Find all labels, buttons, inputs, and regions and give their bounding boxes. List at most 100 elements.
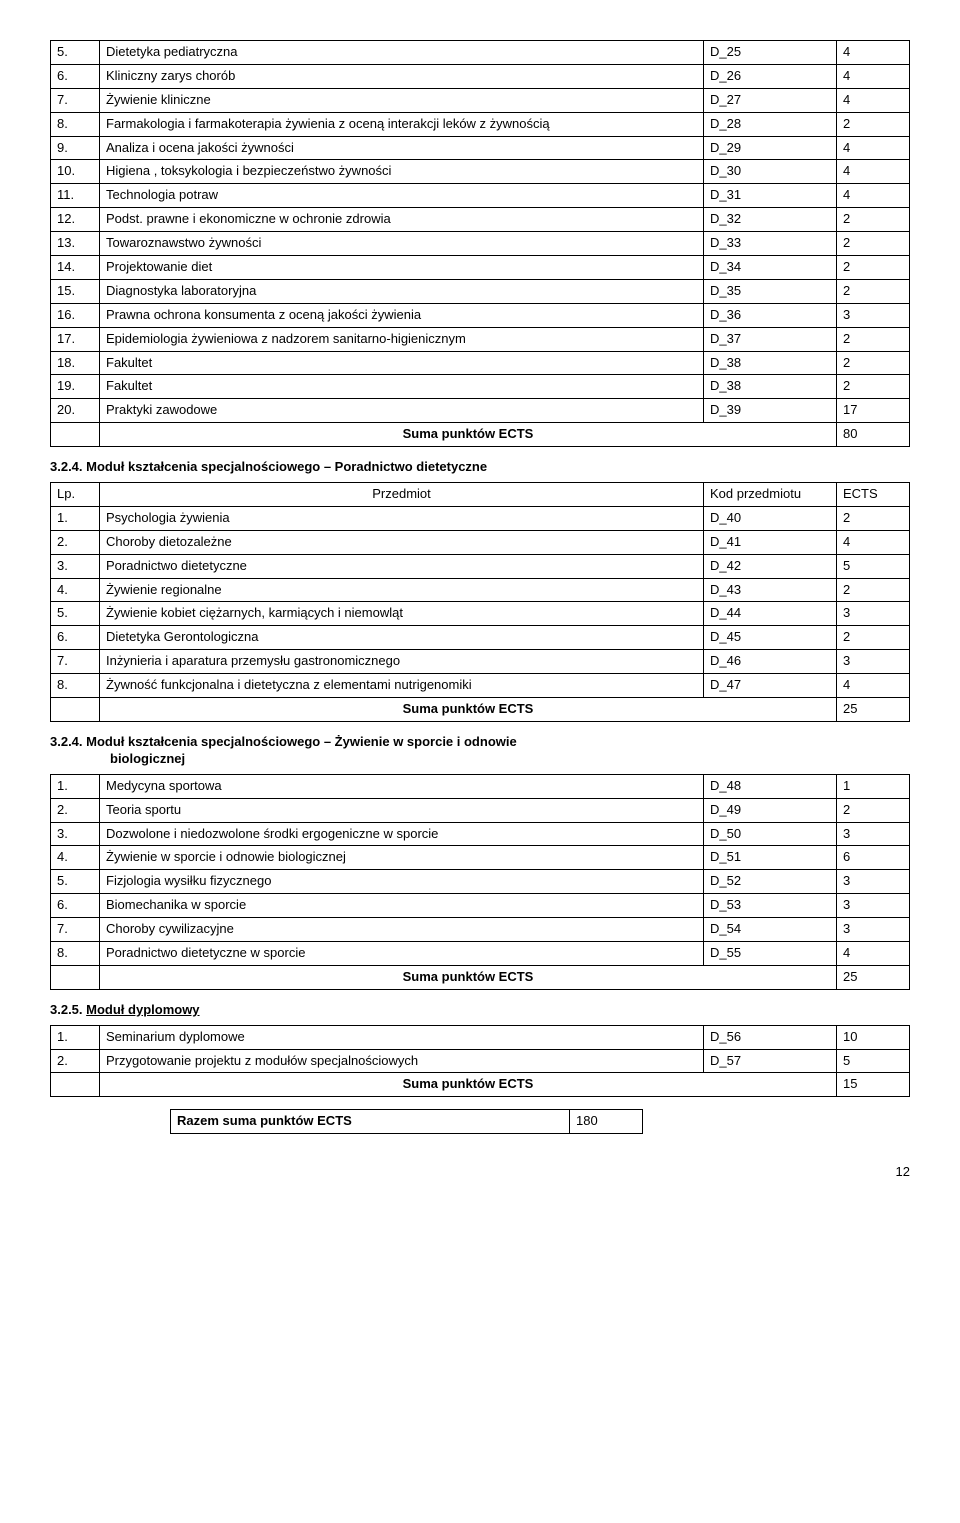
row-name: Kliniczny zarys chorób [100,64,704,88]
row-num: 5. [51,41,100,65]
row-code: D_32 [704,208,837,232]
razem-label: Razem suma punktów ECTS [171,1110,570,1134]
row-val: 2 [837,256,910,280]
row-code: D_41 [704,530,837,554]
row-num: 2. [51,530,100,554]
table-row: 2.Teoria sportuD_492 [51,798,910,822]
row-val: 4 [837,88,910,112]
sum-label: Suma punktów ECTS [100,423,837,447]
row-code: D_52 [704,870,837,894]
header-kod: Kod przedmiotu [704,483,837,507]
table-row: 6.Dietetyka GerontologicznaD_452 [51,626,910,650]
row-code: D_37 [704,327,837,351]
row-name: Epidemiologia żywieniowa z nadzorem sani… [100,327,704,351]
table-row: 1.Seminarium dyplomoweD_5610 [51,1025,910,1049]
sum-val: 15 [837,1073,910,1097]
row-name: Technologia potraw [100,184,704,208]
table-row: 3.Poradnictwo dietetyczneD_425 [51,554,910,578]
row-code: D_40 [704,506,837,530]
heading-prefix: 3.2.4. [50,459,83,474]
row-name: Przygotowanie projektu z modułów specjal… [100,1049,704,1073]
row-code: D_56 [704,1025,837,1049]
row-val: 3 [837,870,910,894]
row-val: 4 [837,64,910,88]
row-name: Fizjologia wysiłku fizycznego [100,870,704,894]
row-code: D_26 [704,64,837,88]
heading-prefix: 3.2.4. [50,734,83,749]
row-name: Dietetyka Gerontologiczna [100,626,704,650]
row-num: 14. [51,256,100,280]
table-row: 4.Żywienie w sporcie i odnowie biologicz… [51,846,910,870]
row-val: 2 [837,626,910,650]
row-val: 2 [837,506,910,530]
row-num: 16. [51,303,100,327]
row-val: 2 [837,208,910,232]
row-name: Prawna ochrona konsumenta z oceną jakośc… [100,303,704,327]
sum-val: 25 [837,965,910,989]
row-name: Biomechanika w sporcie [100,894,704,918]
heading-text-line1: Moduł kształcenia specjalnościowego – Ży… [86,734,517,749]
row-code: D_27 [704,88,837,112]
table-324a: Lp. Przedmiot Kod przedmiotu ECTS 1.Psyc… [50,482,910,722]
table-row: 2.Choroby dietozależneD_414 [51,530,910,554]
row-val: 2 [837,279,910,303]
table-row: 16.Prawna ochrona konsumenta z oceną jak… [51,303,910,327]
row-num: 8. [51,112,100,136]
table-row: 1.Psychologia żywieniaD_402 [51,506,910,530]
row-val: 3 [837,602,910,626]
row-name: Analiza i ocena jakości żywności [100,136,704,160]
row-code: D_36 [704,303,837,327]
row-val: 4 [837,941,910,965]
row-num: 17. [51,327,100,351]
sum-label: Suma punktów ECTS [100,1073,837,1097]
row-num: 10. [51,160,100,184]
row-val: 4 [837,184,910,208]
table-main-continued: 5.Dietetyka pediatrycznaD_2546.Kliniczny… [50,40,910,447]
row-name: Farmakologia i farmakoterapia żywienia z… [100,112,704,136]
table-header-row: Lp. Przedmiot Kod przedmiotu ECTS [51,483,910,507]
heading-text: Moduł kształcenia specjalnościowego – Po… [86,459,487,474]
section-heading-324b: 3.2.4. Moduł kształcenia specjalnościowe… [50,734,910,768]
table-row: 4.Żywienie regionalneD_432 [51,578,910,602]
table-row: 5.Dietetyka pediatrycznaD_254 [51,41,910,65]
row-name: Choroby cywilizacyjne [100,918,704,942]
row-num: 19. [51,375,100,399]
row-val: 2 [837,578,910,602]
row-code: D_25 [704,41,837,65]
row-val: 1 [837,774,910,798]
row-num: 4. [51,578,100,602]
row-name: Seminarium dyplomowe [100,1025,704,1049]
row-name: Praktyki zawodowe [100,399,704,423]
table-row: 8.Poradnictwo dietetyczne w sporcieD_554 [51,941,910,965]
row-num: 12. [51,208,100,232]
row-val: 4 [837,530,910,554]
table-razem: Razem suma punktów ECTS 180 [170,1109,643,1134]
row-name: Poradnictwo dietetyczne [100,554,704,578]
heading-text-line2: biologicznej [50,751,910,768]
table-row: 18.FakultetD_382 [51,351,910,375]
row-num: 7. [51,650,100,674]
row-num: 8. [51,674,100,698]
row-code: D_54 [704,918,837,942]
row-num: 18. [51,351,100,375]
row-num: 1. [51,774,100,798]
row-code: D_57 [704,1049,837,1073]
row-num: 11. [51,184,100,208]
row-name: Fakultet [100,351,704,375]
row-code: D_43 [704,578,837,602]
row-code: D_47 [704,674,837,698]
row-num: 6. [51,64,100,88]
sum-empty [51,698,100,722]
row-num: 9. [51,136,100,160]
row-code: D_30 [704,160,837,184]
table-row: 8.Żywność funkcjonalna i dietetyczna z e… [51,674,910,698]
row-name: Dozwolone i niedozwolone środki ergogeni… [100,822,704,846]
row-num: 7. [51,918,100,942]
row-code: D_46 [704,650,837,674]
row-val: 2 [837,232,910,256]
row-code: D_50 [704,822,837,846]
table-row: 6.Biomechanika w sporcieD_533 [51,894,910,918]
table-row: 10.Higiena , toksykologia i bezpieczeńst… [51,160,910,184]
row-code: D_55 [704,941,837,965]
row-val: 17 [837,399,910,423]
